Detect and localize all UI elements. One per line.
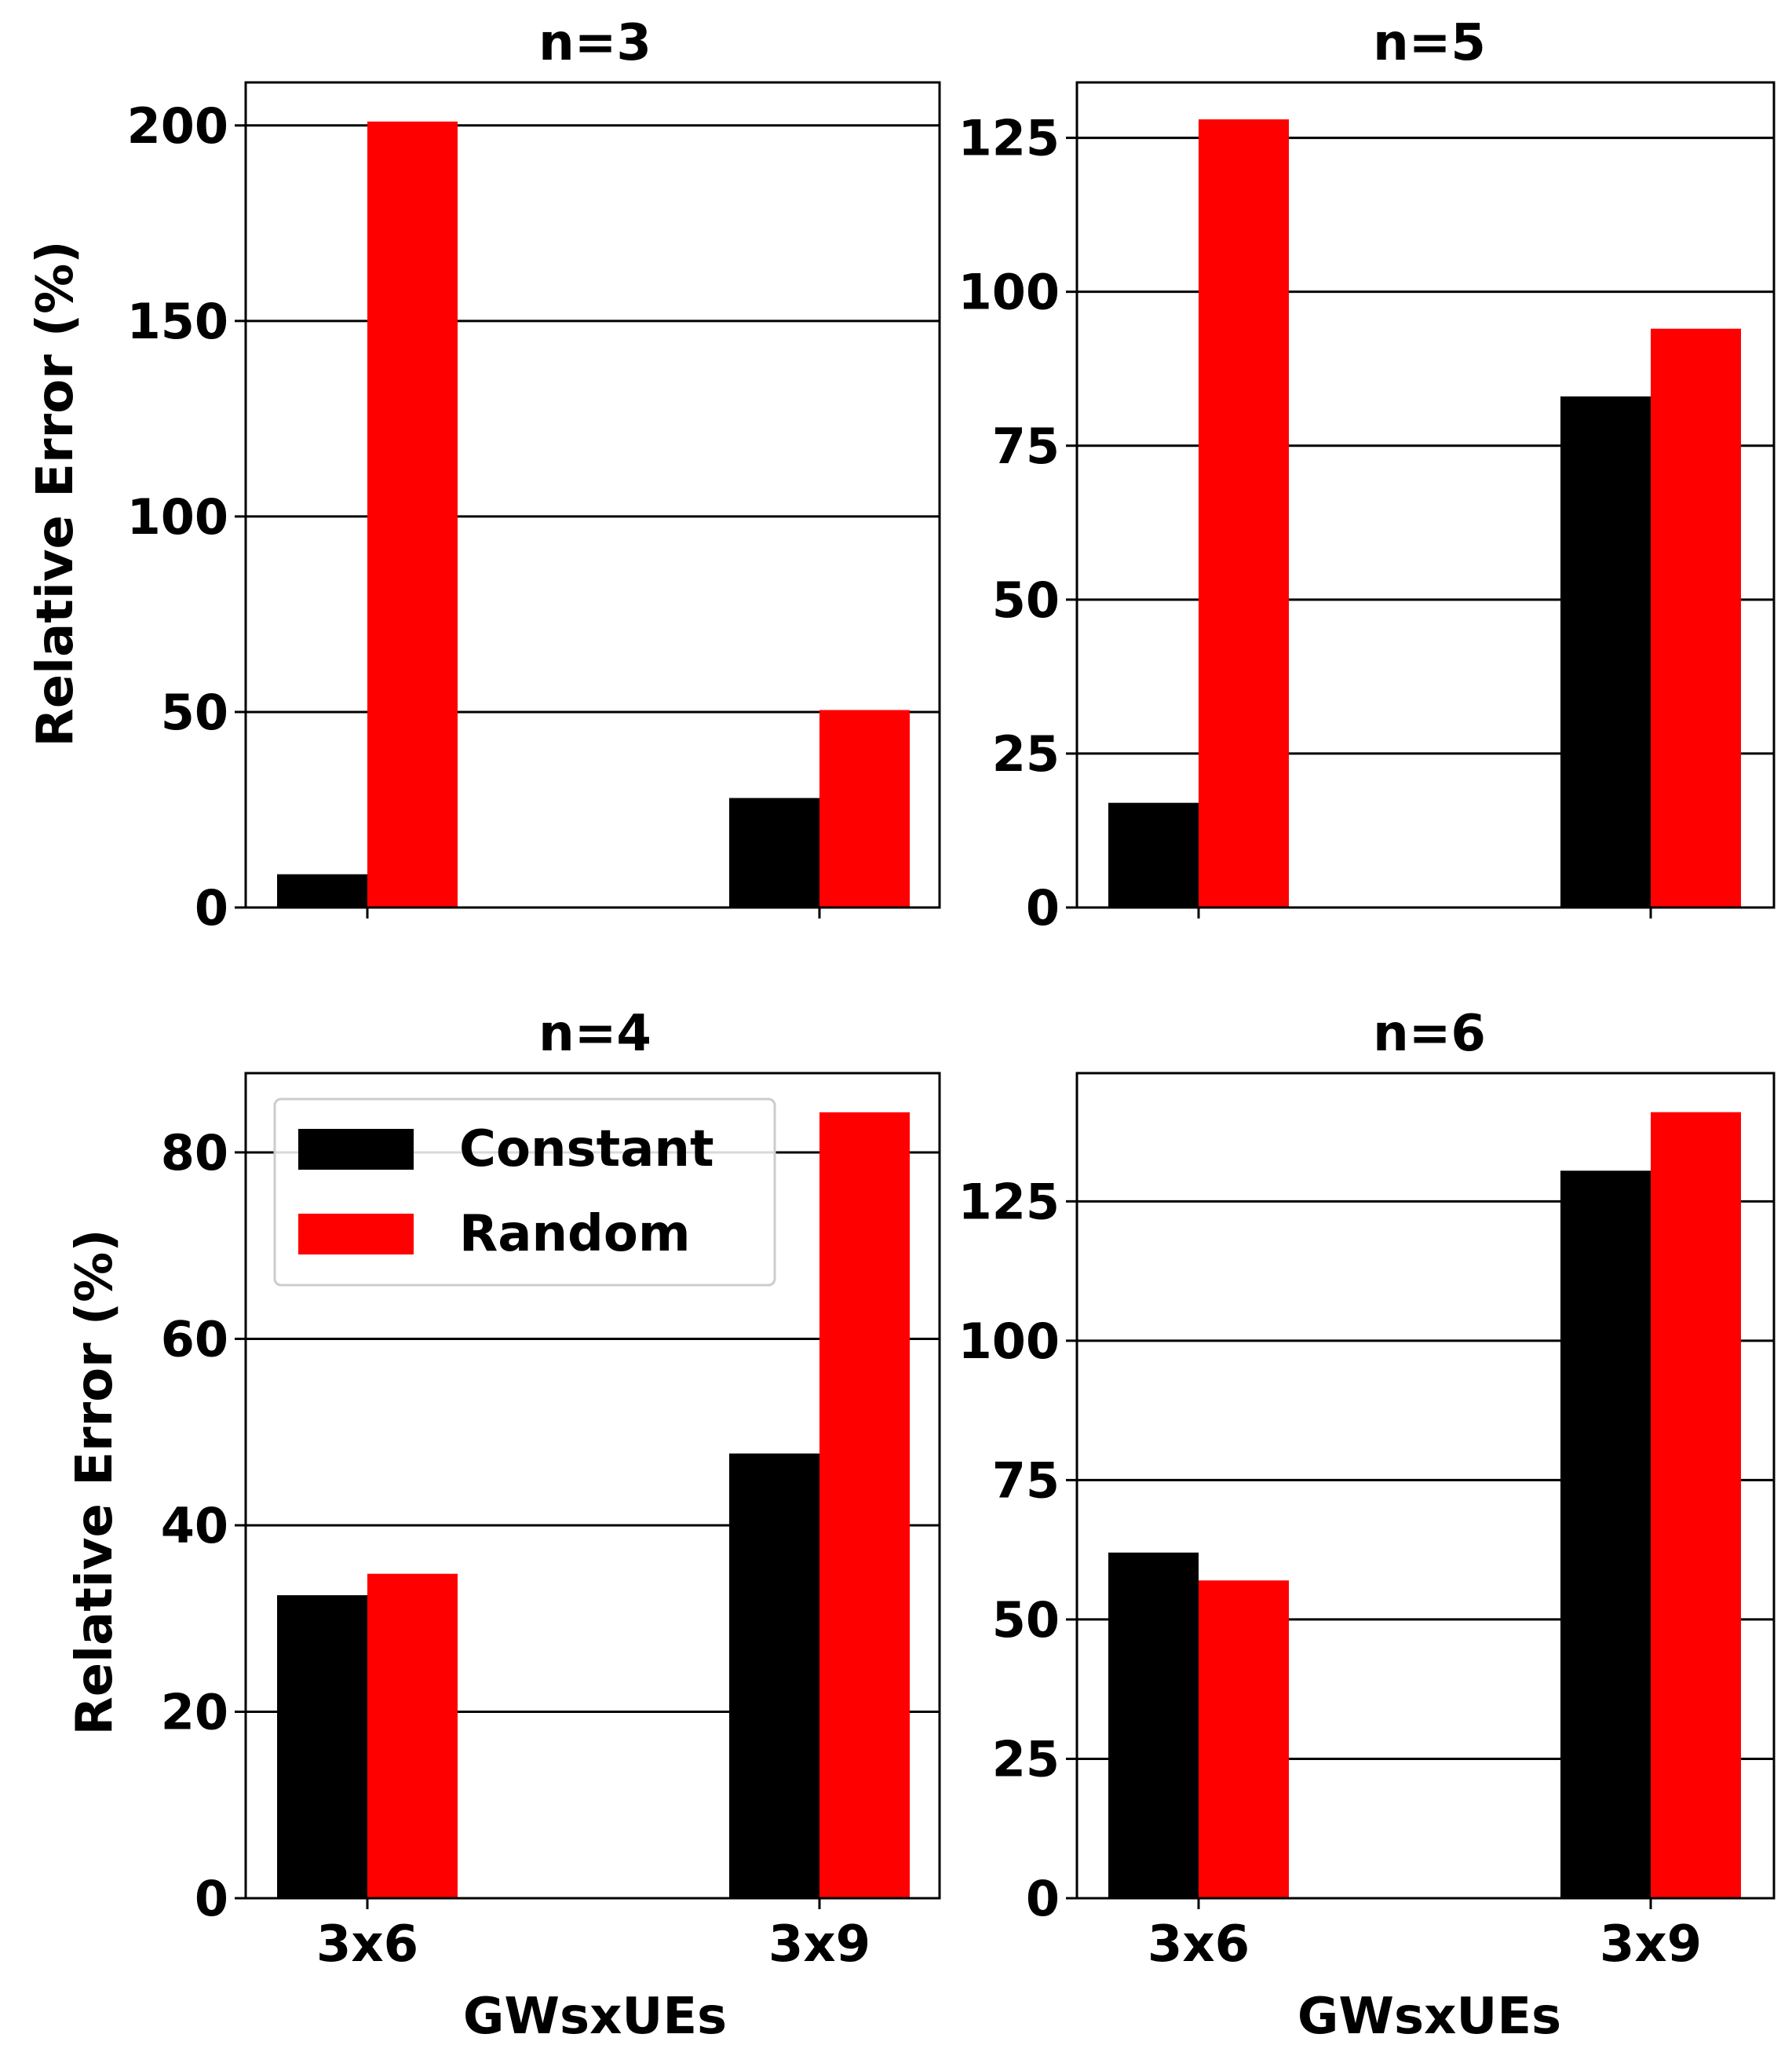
bar-random-3x9 <box>1651 328 1741 908</box>
y-tick-label: 200 <box>127 97 228 155</box>
panel-title: n=6 <box>1373 1005 1486 1063</box>
bar-constant-3x6 <box>277 1595 367 1898</box>
y-tick-label: 0 <box>1026 1870 1060 1927</box>
y-tick-label: 100 <box>958 264 1060 321</box>
y-tick-label: 50 <box>992 1591 1060 1649</box>
legend-swatch-constant <box>298 1129 414 1170</box>
y-tick-label: 125 <box>958 1173 1060 1230</box>
legend: Constant Random <box>273 1097 776 1287</box>
y-tick-label: 75 <box>992 1452 1060 1509</box>
y-axis-label: Relative Error (%) <box>66 1229 124 1735</box>
panel-n5: n=5 0 25 50 75 100 125 <box>958 14 1776 937</box>
x-tick-label: 3x6 <box>316 1915 418 1974</box>
y-tick-label: 0 <box>195 1870 228 1927</box>
y-tick-label: 20 <box>161 1683 228 1740</box>
bar-constant-3x9 <box>1560 396 1651 908</box>
x-tick-label: 3x9 <box>1600 1915 1702 1974</box>
y-tick-label: 100 <box>127 488 228 546</box>
y-tick-label: 80 <box>161 1124 228 1181</box>
y-tick-label: 50 <box>161 684 228 741</box>
axes-frame <box>1075 81 1776 909</box>
bar-random-3x9 <box>1651 1112 1741 1898</box>
bar-constant-3x6 <box>277 874 367 907</box>
bar-constant-3x6 <box>1108 1552 1199 1898</box>
axes-frame <box>244 1072 941 1900</box>
panel-n3: n=3 Relative Error (%) 0 50 100 150 200 <box>27 14 941 937</box>
bar-random-3x9 <box>819 710 910 907</box>
panel-title: n=3 <box>538 14 651 72</box>
x-tick-label: 3x9 <box>768 1915 870 1974</box>
legend-label-constant: Constant <box>459 1120 714 1178</box>
y-tick-label: 75 <box>992 418 1060 475</box>
y-tick-label: 60 <box>161 1310 228 1368</box>
y-tick-label: 150 <box>127 293 228 350</box>
y-tick-label: 50 <box>992 572 1060 629</box>
bar-random-3x6 <box>1199 1580 1289 1898</box>
x-axis-label: GWsxUEs <box>463 1988 727 2046</box>
x-axis-label: GWsxUEs <box>1297 1988 1561 2046</box>
panel-title: n=4 <box>538 1005 651 1063</box>
panel-title: n=5 <box>1373 14 1486 72</box>
axes-frame <box>1075 1072 1776 1900</box>
bar-random-3x6 <box>367 1573 458 1898</box>
axes-frame <box>244 81 941 909</box>
y-tick-label: 25 <box>992 725 1060 783</box>
bar-random-3x9 <box>819 1112 910 1898</box>
y-tick-label: 0 <box>195 879 228 937</box>
bar-random-3x6 <box>367 121 458 907</box>
panel-n6: n=6 GWsxUEs 0 25 50 75 100 125 3x6 3x9 <box>958 1005 1776 2046</box>
legend-swatch-random <box>298 1214 414 1254</box>
bar-constant-3x9 <box>1560 1170 1651 1898</box>
bar-random-3x6 <box>1199 119 1289 908</box>
y-axis-label: Relative Error (%) <box>27 240 85 747</box>
y-tick-label: 100 <box>958 1313 1060 1370</box>
bar-constant-3x9 <box>729 1453 819 1898</box>
x-tick-label: 3x6 <box>1148 1915 1250 1974</box>
y-tick-label: 40 <box>161 1497 228 1554</box>
legend-label-random: Random <box>459 1205 691 1263</box>
y-tick-label: 0 <box>1026 879 1060 937</box>
y-tick-label: 125 <box>958 110 1060 167</box>
panel-n4: n=4 Relative Error (%) GWsxUEs 0 20 40 60 80… <box>66 1005 941 2046</box>
y-tick-label: 25 <box>992 1730 1060 1788</box>
bar-constant-3x9 <box>729 798 819 907</box>
bar-constant-3x6 <box>1108 802 1199 907</box>
